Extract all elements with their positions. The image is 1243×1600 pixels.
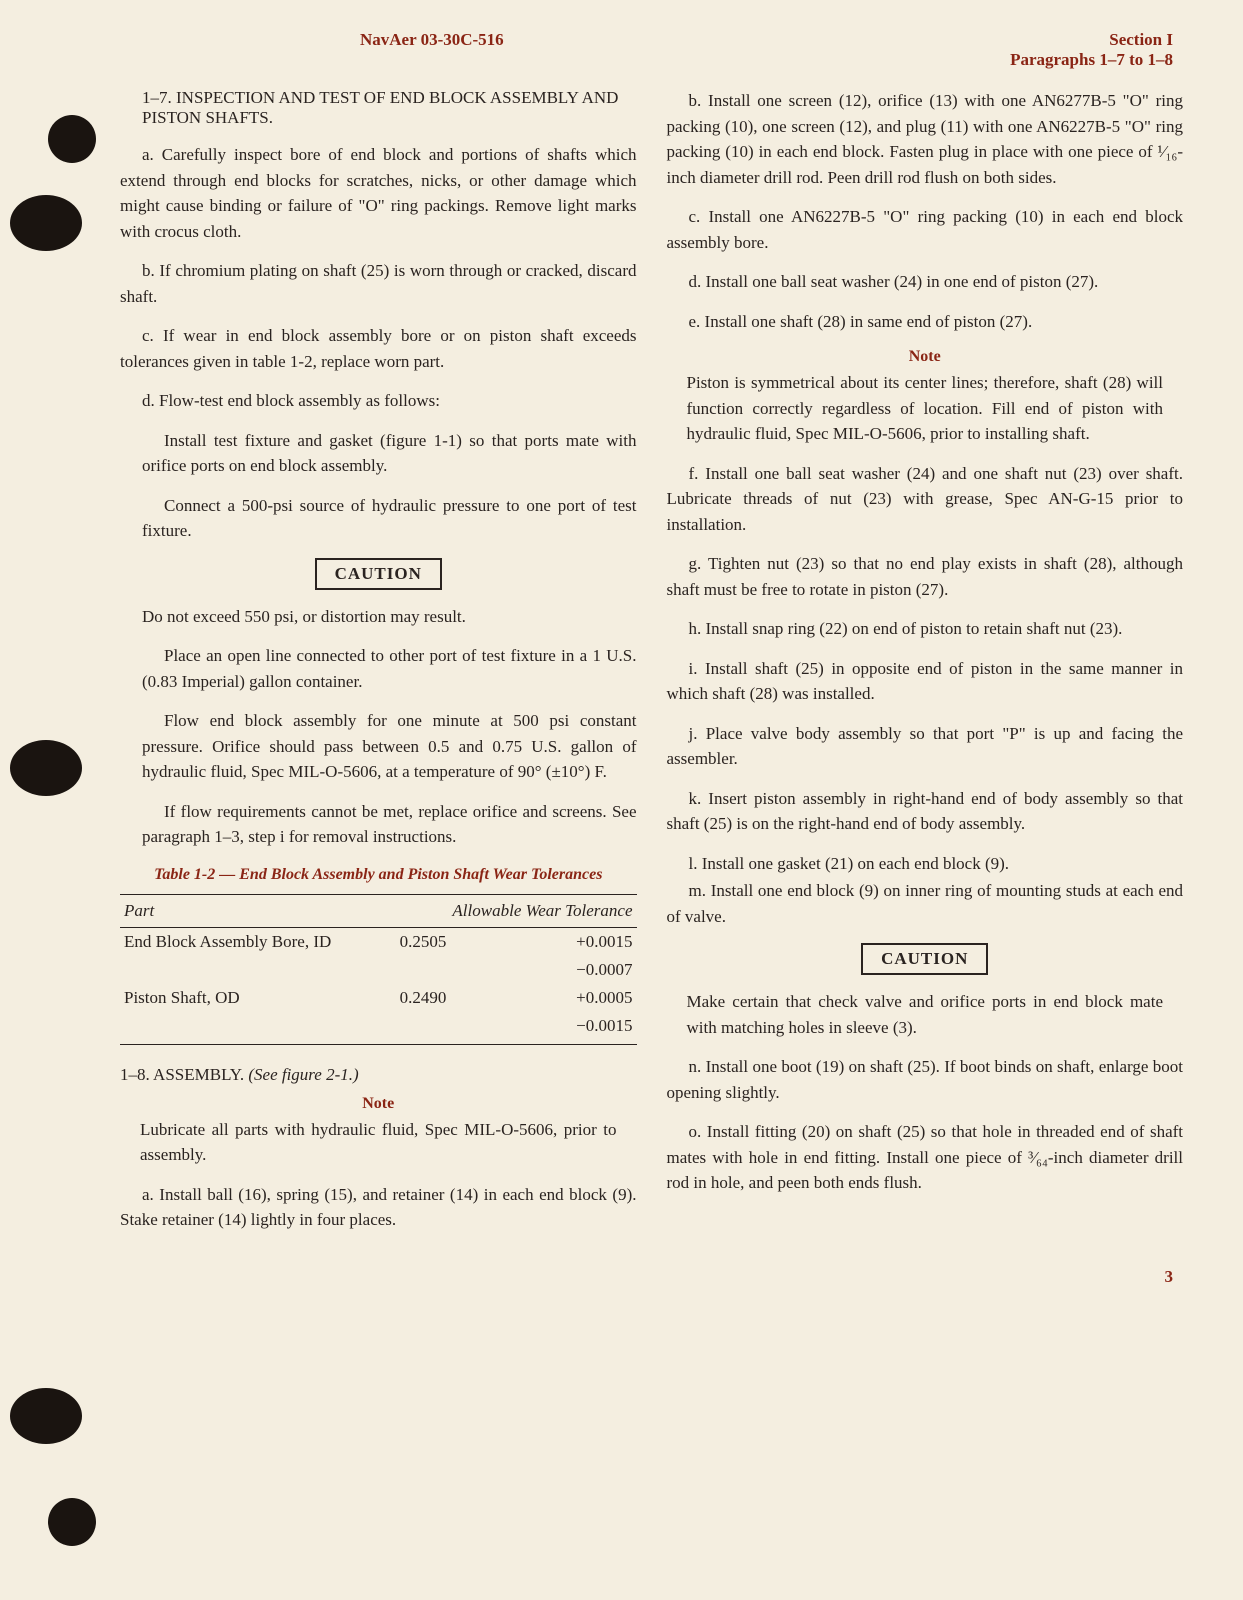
caution-1-box: CAUTION (315, 558, 442, 590)
cell-part: End Block Assembly Bore, ID (120, 927, 396, 956)
para-1-7-b: b. If chromium plating on shaft (25) is … (120, 258, 637, 309)
table-row: −0.0015 (120, 1012, 637, 1045)
para-1-8-h: h. Install snap ring (22) on end of pist… (667, 616, 1184, 642)
table-header-part: Part (120, 894, 396, 927)
note-2-body: Piston is symmetrical about its center l… (667, 370, 1184, 447)
note-1-body: Lubricate all parts with hydraulic fluid… (120, 1117, 637, 1168)
table-1-2: Part Allowable Wear Tolerance End Block … (120, 894, 637, 1045)
punch-hole-1 (48, 115, 96, 163)
heading-1-8: 1–8. ASSEMBLY. (See figure 2-1.) (120, 1065, 637, 1085)
para-1-7-d-step4: Flow end block assembly for one minute a… (120, 708, 637, 785)
table-row: −0.0007 (120, 956, 637, 984)
cell-nominal: 0.2490 (396, 984, 507, 1012)
heading-1-7: 1–7. INSPECTION AND TEST OF END BLOCK AS… (120, 88, 637, 128)
cell-part: Piston Shaft, OD (120, 984, 396, 1012)
page: NavAer 03-30C-516 Section I Paragraphs 1… (60, 30, 1183, 1287)
table-1-2-title: Table 1-2 — End Block Assembly and Pisto… (120, 864, 637, 886)
section-label: Section I (1109, 30, 1173, 50)
doc-id: NavAer 03-30C-516 (360, 30, 504, 50)
para-1-7-d-step1: Install test fixture and gasket (figure … (120, 428, 637, 479)
para-1-7-c: c. If wear in end block assembly bore or… (120, 323, 637, 374)
para-1-7-a: a. Carefully inspect bore of end block a… (120, 142, 637, 244)
punch-hole-2 (10, 195, 82, 251)
para-1-8-e: e. Install one shaft (28) in same end of… (667, 309, 1184, 335)
para-1-8-d: d. Install one ball seat washer (24) in … (667, 269, 1184, 295)
para-1-8-b: b. Install one screen (12), orifice (13)… (667, 88, 1184, 190)
para-1-8-c: c. Install one AN6227B-5 "O" ring packin… (667, 204, 1184, 255)
caution-2-wrap: CAUTION (667, 943, 1184, 975)
para-1-7-d: d. Flow-test end block assembly as follo… (120, 388, 637, 414)
note-2-heading: Note (667, 348, 1184, 366)
table-row: Piston Shaft, OD 0.2490 +0.0005 (120, 984, 637, 1012)
caution-2-text: Make certain that check valve and orific… (667, 989, 1184, 1040)
para-1-8-g: g. Tighten nut (23) so that no end play … (667, 551, 1184, 602)
cell-nominal: 0.2505 (396, 927, 507, 956)
cell-plus: +0.0015 (506, 927, 636, 956)
heading-1-8-text: 1–8. ASSEMBLY. (120, 1065, 248, 1084)
page-number: 3 (60, 1267, 1183, 1287)
para-1-7-d-step5: If flow requirements cannot be met, repl… (120, 799, 637, 850)
right-column: b. Install one screen (12), orifice (13)… (667, 88, 1184, 1247)
table-row: End Block Assembly Bore, ID 0.2505 +0.00… (120, 927, 637, 956)
table-header-allowable: Allowable Wear Tolerance (396, 894, 637, 927)
para-1-7-d-step2: Connect a 500-psi source of hydraulic pr… (120, 493, 637, 544)
cell-minus: −0.0007 (506, 956, 636, 984)
para-1-8-j: j. Place valve body assembly so that por… (667, 721, 1184, 772)
punch-hole-3 (10, 740, 82, 796)
caution-1-text: Do not exceed 550 psi, or distortion may… (120, 604, 637, 630)
para-1-8-n: n. Install one boot (19) on shaft (25). … (667, 1054, 1184, 1105)
para-1-8-a: a. Install ball (16), spring (15), and r… (120, 1182, 637, 1233)
caution-2-box: CAUTION (861, 943, 988, 975)
para-1-8-m: m. Install one end block (9) on inner ri… (667, 878, 1184, 929)
para-1-8-i: i. Install shaft (25) in opposite end of… (667, 656, 1184, 707)
left-column: 1–7. INSPECTION AND TEST OF END BLOCK AS… (120, 88, 637, 1247)
paragraph-range: Paragraphs 1–7 to 1–8 (360, 50, 1173, 70)
para-1-7-d-step3: Place an open line connected to other po… (120, 643, 637, 694)
heading-1-8-ref: (See figure 2-1.) (248, 1065, 358, 1084)
punch-hole-4 (10, 1388, 82, 1444)
cell-plus: +0.0005 (506, 984, 636, 1012)
para-1-8-f: f. Install one ball seat washer (24) and… (667, 461, 1184, 538)
page-header: NavAer 03-30C-516 Section I Paragraphs 1… (60, 30, 1183, 70)
cell-minus: −0.0015 (506, 1012, 636, 1045)
para-1-8-o: o. Install fitting (20) on shaft (25) so… (667, 1119, 1184, 1196)
caution-1-wrap: CAUTION (120, 558, 637, 590)
para-1-8-l: l. Install one gasket (21) on each end b… (667, 851, 1184, 877)
punch-hole-5 (48, 1498, 96, 1546)
note-1-heading: Note (120, 1095, 637, 1113)
para-1-8-k: k. Insert piston assembly in right-hand … (667, 786, 1184, 837)
